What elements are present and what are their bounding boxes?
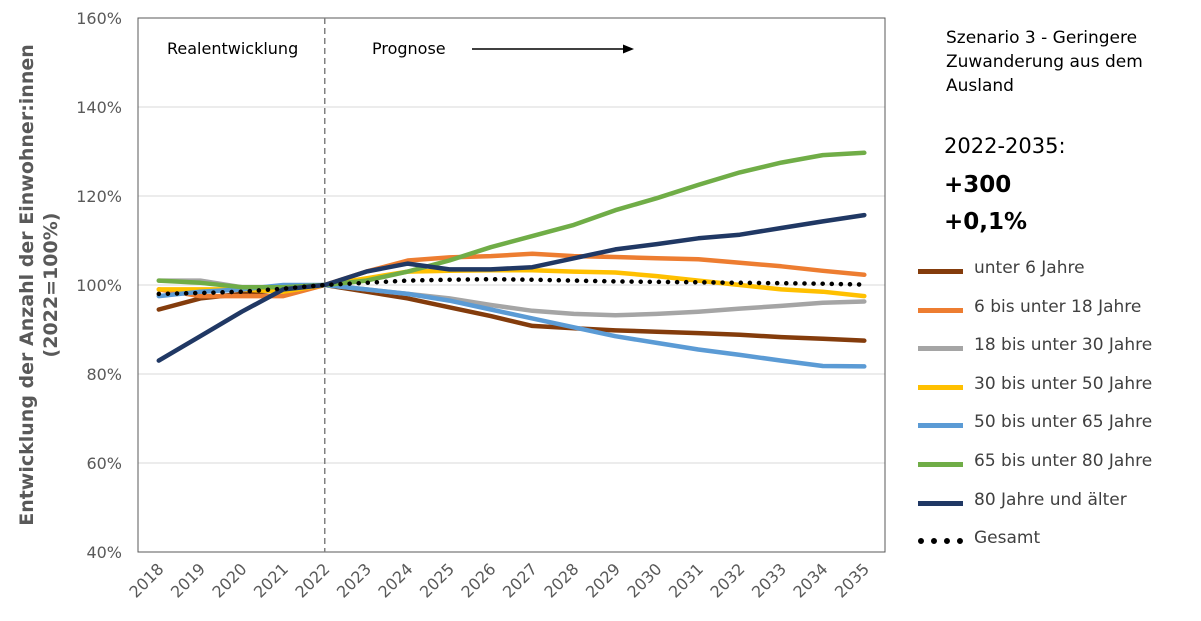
x-tick-label: 2034 [789,559,831,601]
annotation-prognose: Prognose [372,39,446,58]
x-axis-ticks: 2018 2019 2020 2021 2022 2023 2024 2025 2026 2027… [125,559,873,601]
legend-label: unter 6 Jahre [974,258,1085,278]
x-tick-label: 2019 [167,559,209,601]
x-tick-label: 2022 [291,559,333,601]
legend-label: Gesamt [974,528,1041,549]
y-tick-label: 120% [76,187,122,206]
legend-swatch [918,538,963,545]
legend-swatch [918,461,963,467]
y-tick-label: 40% [86,543,122,562]
x-tick-label: 2027 [499,559,541,601]
legend-swatch [918,307,963,313]
legend-label: 30 bis unter 50 Jahre [974,373,1153,394]
y-tick-label: 100% [76,276,122,295]
absolute-change: +300 [944,172,1012,198]
series-line-80-jahre-und-älter [156,212,867,363]
x-tick-label: 2032 [706,559,748,601]
y-tick-label: 60% [86,454,122,473]
annotation-realentwicklung: Realentwicklung [167,39,298,58]
legend-label: 80 Jahre und älter [974,489,1127,510]
y-axis-ticks: 40% 60% 80% 100% 120% 140% 160% [76,9,122,562]
x-tick-label: 2018 [125,559,167,601]
x-tick-label: 2023 [333,559,375,601]
legend-label: 6 bis unter 18 Jahre [974,296,1142,317]
legend-swatch [918,423,963,429]
legend-label: 18 bis unter 30 Jahre [974,335,1153,356]
prognose-arrow [472,44,634,54]
x-tick-label: 2030 [623,559,665,601]
y-tick-label: 140% [76,98,122,117]
x-tick-label: 2024 [374,559,416,601]
legend-swatch [918,384,963,390]
x-tick-label: 2033 [748,559,790,601]
x-tick-label: 2028 [540,559,582,601]
y-tick-label: 80% [86,365,122,384]
legend-label: 65 bis unter 80 Jahre [974,450,1153,471]
x-tick-label: 2025 [416,559,458,601]
series-line-gesamt [156,276,867,297]
legend-swatch [918,500,963,506]
x-tick-label: 2035 [831,559,873,601]
x-tick-label: 2029 [582,559,624,601]
legend-label: 50 bis unter 65 Jahre [974,412,1153,433]
x-tick-label: 2020 [208,559,250,601]
percent-change: +0,1% [944,209,1028,235]
x-tick-label: 2021 [250,559,292,601]
y-axis-label: Entwicklung der Anzahl der Einwohner:inn… [16,44,62,526]
scenario-title: Szenario 3 - Geringere Zuwanderung aus d… [946,28,1143,96]
series-lines [156,150,867,369]
plot-area-border [137,17,886,553]
legend-swatch [918,269,963,274]
period-label: 2022-2035: [944,134,1066,158]
legend-swatch [918,346,963,352]
x-tick-label: 2031 [665,559,707,601]
x-tick-label: 2026 [457,559,499,601]
series-line-6-bis-unter-18-jahre [156,251,867,299]
y-tick-label: 160% [76,9,122,28]
